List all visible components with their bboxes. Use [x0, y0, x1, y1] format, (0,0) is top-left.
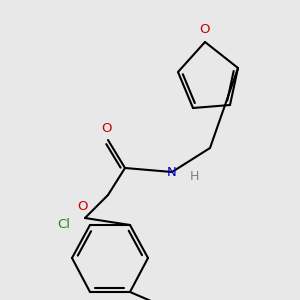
Text: O: O	[200, 23, 210, 36]
Text: Cl: Cl	[57, 218, 70, 232]
Text: O: O	[78, 200, 88, 213]
Text: H: H	[189, 170, 199, 184]
Text: N: N	[167, 166, 177, 178]
Text: O: O	[101, 122, 111, 135]
